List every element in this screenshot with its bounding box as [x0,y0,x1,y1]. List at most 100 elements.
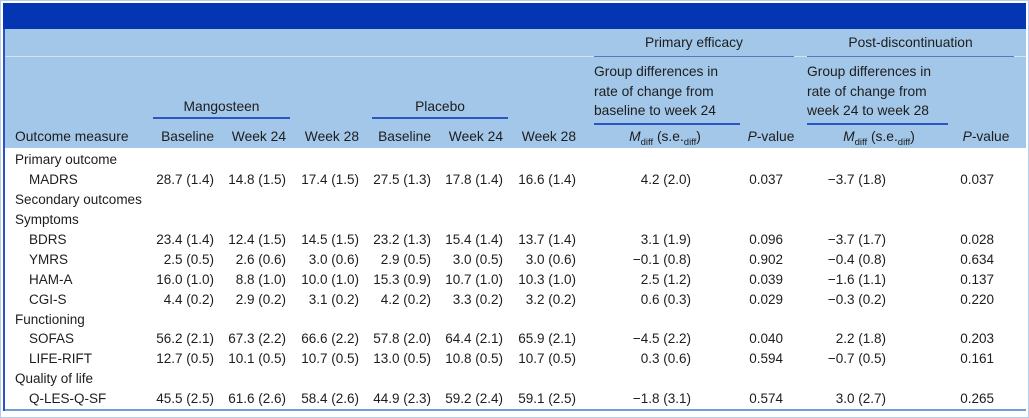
column-header-mdiff-post: Mdiff (s.e.diff) [843,128,915,148]
table-cell: −0.3 (0.2) [827,291,886,307]
table-cell: 3.2 (0.2) [525,291,576,307]
section-row: Symptoms [3,210,1026,230]
table-cell: 13.0 (0.5) [373,351,431,367]
desc-line: baseline to week 24 [594,103,716,118]
table-bottom-border [3,409,1026,411]
table-cell: 0.265 [960,391,994,407]
table-cell: 17.4 (1.5) [301,172,359,188]
table-cell: 2.5 (0.5) [163,251,214,267]
column-header-placebo-baseline: Baseline [378,128,431,144]
column-header-mdiff-primary: Mdiff (s.e.diff) [629,128,701,148]
row-label: Quality of life [15,371,94,387]
table-cell: 10.1 (0.5) [228,351,286,367]
table-cell: 0.037 [749,172,783,188]
table-cell: 2.5 (1.2) [640,271,691,287]
table-cell: 28.7 (1.4) [156,172,214,188]
table-cell: 0.161 [960,351,994,367]
table-cell: 0.039 [749,271,783,287]
table-cell: 14.5 (1.5) [301,232,359,247]
table-cell: 8.8 (1.0) [235,271,286,287]
table-cell: 0.220 [960,291,994,307]
column-header-mangosteen-week28: Week 28 [304,128,359,144]
row-label: MADRS [29,172,78,188]
desc-line: Group differences in [594,64,718,79]
table-cell: 0.6 (0.3) [640,291,691,307]
section-row: Secondary outcomes [3,190,1026,210]
table-cell: −0.4 (0.8) [827,251,886,267]
table-cell: 3.0 (0.5) [452,251,503,267]
column-header-pvalue-post: P-value [962,128,1010,144]
table-cell: 16.6 (1.4) [518,172,576,188]
section-row: Quality of life [3,369,1026,389]
table-cell: 44.9 (2.3) [373,391,431,407]
column-group-placebo: Placebo [372,93,508,119]
row-label: Secondary outcomes [15,192,142,208]
table-cell: 2.9 (0.2) [235,291,286,307]
row-label: SOFAS [29,331,75,347]
table-cell: 10.3 (1.0) [518,271,576,287]
table-row: Q-LES-Q-SF 45.5 (2.5) 61.6 (2.6) 58.4 (2.6)… [3,389,1026,409]
table-cell: 2.6 (0.6) [235,251,286,267]
table-cell: 0.029 [749,291,783,307]
primary-efficacy-description: Group differences in rate of change from… [594,62,740,125]
table-cell: 67.3 (2.2) [228,331,286,347]
table-row: CGI-S 4.4 (0.2) 2.9 (0.2) 3.1 (0.2) 4.2 (0.2… [3,289,1026,309]
table-cell: 56.2 (2.1) [156,331,214,347]
group-label: Placebo [415,99,465,114]
post-discontinuation-description: Group differences in rate of change from… [807,62,948,125]
desc-line: Group differences in [807,64,931,79]
table-cell: 3.0 (0.6) [525,251,576,267]
table-body: Primary outcome MADRS 28.7 (1.4) 14.8 (1.5)… [3,150,1026,409]
row-label: LIFE-RIFT [29,351,92,367]
table-row: LIFE-RIFT 12.7 (0.5) 10.1 (0.5) 10.7 (0.5) 1… [3,349,1026,369]
table-cell: 59.2 (2.4) [445,391,503,407]
column-group-mangosteen: Mangosteen [153,93,290,119]
table-cell: 4.4 (0.2) [163,291,214,307]
column-header-placebo-week24: Week 24 [448,128,503,144]
table-cell: −3.7 (1.7) [827,232,886,247]
table-row: MADRS 28.7 (1.4) 14.8 (1.5) 17.4 (1.5) 27.5 … [3,170,1026,190]
table-cell: 59.1 (2.5) [518,391,576,407]
table-cell: −3.7 (1.8) [827,172,886,188]
table-cell: 0.634 [960,251,994,267]
table-cell: 0.137 [960,271,994,287]
table-cell: 2.9 (0.5) [380,251,431,267]
table-cell: 0.594 [749,351,783,367]
table-cell: 2.2 (1.8) [835,331,886,347]
column-group-post-discontinuation: Post-discontinuation [807,29,1014,57]
table-cell: 0.040 [749,331,783,347]
table-cell: 3.1 (0.2) [308,291,359,307]
table-cell: 61.6 (2.6) [228,391,286,407]
table-row: HAM-A 16.0 (1.0) 8.8 (1.0) 10.0 (1.0) 15.3 (… [3,269,1026,289]
row-label: CGI-S [29,291,67,307]
table-cell: 45.5 (2.5) [156,391,214,407]
group-label: Post-discontinuation [848,35,973,50]
group-label: Primary efficacy [645,35,743,50]
table-cell: 10.7 (1.0) [445,271,503,287]
table-cell: 15.4 (1.4) [445,232,503,247]
table-cell: 10.7 (0.5) [518,351,576,367]
table-cell: −1.6 (1.1) [827,271,886,287]
desc-line: week 24 to week 28 [807,103,929,118]
row-label: Functioning [15,311,85,327]
table-cell: 23.4 (1.4) [156,232,214,247]
column-header-mangosteen-baseline: Baseline [161,128,214,144]
row-label: BDRS [29,232,67,247]
column-header-pvalue-primary: P-value [747,128,795,144]
table-row: YMRS 2.5 (0.5) 2.6 (0.6) 3.0 (0.6) 2.9 (0.5)… [3,249,1026,269]
table-cell: 0.3 (0.6) [640,351,691,367]
table-cell: 0.028 [960,232,994,247]
table-cell: −1.8 (3.1) [632,391,691,407]
table-cell: 66.6 (2.2) [301,331,359,347]
table-header: Primary efficacy Post-discontinuation Gr… [3,29,1026,148]
table-cell: 0.203 [960,331,994,347]
table-cell: 14.8 (1.5) [228,172,286,188]
table-cell: 0.096 [749,232,783,247]
group-label: Mangosteen [183,99,260,114]
column-header-placebo-week28: Week 28 [521,128,576,144]
table-cell: 16.0 (1.0) [156,271,214,287]
row-label: Symptoms [15,212,79,228]
table-cell: 12.7 (0.5) [156,351,214,367]
table-cell: 0.574 [749,391,783,407]
